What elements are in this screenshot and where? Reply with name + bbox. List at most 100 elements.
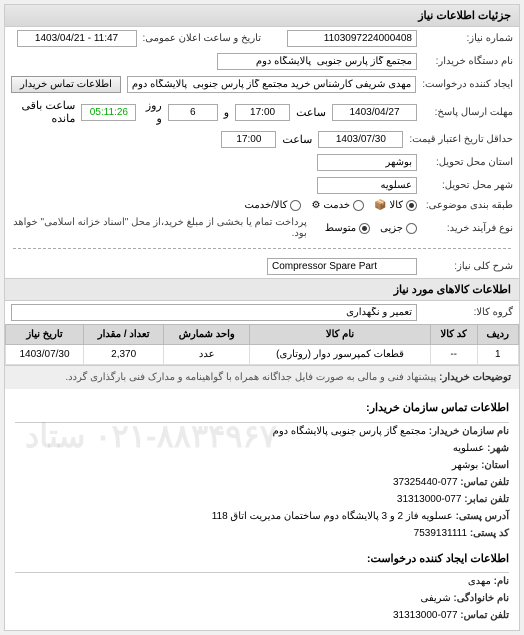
row-deadline: مهلت ارسال پاسخ: ساعت و روز و ساعت باقی … [5,96,519,128]
td-date: 1403/07/30 [6,345,84,365]
buyer-note-label: توضیحات خریدار: [439,372,511,383]
items-section-title: اطلاعات کالاهای مورد نیاز [5,278,519,301]
deadline-date-input[interactable] [332,104,417,121]
contact-phone-row: تلفن تماس: 37325440-077 [15,474,509,491]
va-label: و [224,106,229,119]
items-table: ردیف کد کالا نام کالا واحد شمارش تعداد /… [5,324,519,365]
type-radio-group: کالا 📦 خدمت ⚙ کالا/خدمت [245,200,417,211]
contact-fax-row: تلفن نمابر: 31313000-077 [15,491,509,508]
contact-city-value: عسلویه [453,443,485,454]
saat-label-2: ساعت [282,133,312,146]
desc-label: شرح کلی نیاز: [423,261,513,272]
contact-province-value: بوشهر [452,460,478,471]
contact-fax-value: 31313000-077 [397,494,462,505]
radio-motavaset-label: متوسط [325,223,356,234]
city-label: شهر محل تحویل: [423,180,513,191]
row-buyer-org: نام دستگاه خریدار: [5,50,519,73]
contact-org-value: مجتمع گاز پارس جنوبی پالایشگاه دوم [273,426,426,437]
th-code: کد کالا [430,325,477,345]
saat-label-1: ساعت [296,106,326,119]
main-panel: جزئیات اطلاعات نیاز شماره نیاز: تاریخ و … [4,4,520,631]
contact-button[interactable]: اطلاعات تماس خریدار [11,76,121,93]
th-qty: تعداد / مقدار [84,325,164,345]
desc-input[interactable] [267,258,417,275]
radio-motavaset[interactable]: متوسط [325,223,370,234]
contact-family-row: نام خانوادگی: شریفی [15,590,509,607]
gear-icon: ⚙ [311,200,320,211]
deadline-time-input[interactable] [235,104,290,121]
process-label: نوع فرآیند خرید: [423,223,513,234]
contact-tel-row: تلفن تماس: 31313000-077 [15,607,509,624]
contact-name-label: نام: [494,576,509,587]
contact-city-label: شهر: [487,443,509,454]
process-note: پرداخت تمام یا بخشی از مبلغ خرید،از محل … [11,217,307,239]
deadline-days-input[interactable] [168,104,218,121]
province-input[interactable] [317,154,417,171]
row-validity: حداقل تاریخ اعتبار قیمت: ساعت [5,128,519,151]
buyer-note-row: توضیحات خریدار: پیشنهاد فنی و مالی به صو… [5,365,519,389]
contact-postal-label: آدرس پستی: [456,511,509,522]
group-input[interactable] [11,304,417,321]
radio-kala-label: کالا [389,200,403,211]
row-province: استان محل تحویل: [5,151,519,174]
table-row: 1 -- قطعات کمپرسور دوار (روتاری) عدد 2,3… [6,345,519,365]
row-type: طبقه بندی موضوعی: کالا 📦 خدمت ⚙ کالا/خدم… [5,197,519,214]
contact-city-row: شهر: عسلویه [15,440,509,457]
radio-jozi[interactable]: جزیی [380,223,417,234]
contact-fax-label: تلفن نمابر: [464,494,509,505]
row-desc: شرح کلی نیاز: [5,255,519,278]
contact-postcode-label: کد پستی: [470,528,509,539]
city-input[interactable] [317,177,417,194]
contact-section: ۰۲۱-۸۸۳۴۹۶۷ ستاد اطلاعات تماس سازمان خری… [5,389,519,630]
buyer-org-label: نام دستگاه خریدار: [423,56,513,67]
announce-input[interactable] [17,30,137,47]
radio-kala[interactable]: کالا 📦 [374,200,417,211]
type-label: طبقه بندی موضوعی: [423,200,513,211]
td-code: -- [430,345,477,365]
deadline-label: مهلت ارسال پاسخ: [423,107,513,118]
buyer-org-input[interactable] [217,53,417,70]
radio-khadamat-label: خدمت [323,200,350,211]
radio-jozi-label: جزیی [380,223,403,234]
row-process: نوع فرآیند خرید: جزیی متوسط پرداخت تمام … [5,214,519,242]
radio-kala-khadamat[interactable]: کالا/خدمت [245,200,302,211]
validity-time-input[interactable] [221,131,276,148]
roz-label: روز و [142,99,161,125]
reqno-input[interactable] [287,30,417,47]
th-unit: واحد شمارش [164,325,250,345]
contact-section2-title: اطلاعات ایجاد کننده درخواست: [15,546,509,574]
contact-province-label: استان: [481,460,509,471]
contact-province-row: استان: بوشهر [15,457,509,474]
contact-phone-label: تلفن تماس: [460,477,509,488]
panel-title: جزئیات اطلاعات نیاز [5,5,519,27]
contact-tel-label: تلفن تماس: [460,610,509,621]
reqno-label: شماره نیاز: [423,33,513,44]
table-header-row: ردیف کد کالا نام کالا واحد شمارش تعداد /… [6,325,519,345]
process-radio-group: جزیی متوسط [325,223,417,234]
buyer-note-text: پیشنهاد فنی و مالی به صورت فایل جداگانه … [65,372,436,383]
validity-date-input[interactable] [318,131,403,148]
radio-kala-khadamat-label: کالا/خدمت [245,200,288,211]
th-date: تاریخ نیاز [6,325,84,345]
contact-postcode-value: 7539131111 [414,528,467,539]
box-icon: 📦 [374,200,386,211]
radio-kala-circle [406,200,417,211]
contact-postal-row: آدرس پستی: عسلویه فاز 2 و 3 پالایشگاه دو… [15,508,509,525]
row-city: شهر محل تحویل: [5,174,519,197]
td-unit: عدد [164,345,250,365]
contact-phone-value: 37325440-077 [393,477,458,488]
radio-khadamat[interactable]: خدمت ⚙ [311,200,364,211]
requester-input[interactable] [127,76,416,93]
radio-motavaset-circle [359,223,370,234]
contact-postal-value: عسلویه فاز 2 و 3 پالایشگاه دوم ساختمان م… [212,511,453,522]
remaining-label: ساعت باقی مانده [11,99,75,125]
remaining-time-input [81,104,136,121]
contact-tel-value: 31313000-077 [393,610,458,621]
row-requester: ایجاد کننده درخواست: اطلاعات تماس خریدار [5,73,519,96]
td-row: 1 [477,345,519,365]
td-qty: 2,370 [84,345,164,365]
contact-postcode-row: کد پستی: 7539131111 [15,525,509,542]
province-label: استان محل تحویل: [423,157,513,168]
separator-1 [13,248,511,249]
contact-org-label: نام سازمان خریدار: [429,426,509,437]
